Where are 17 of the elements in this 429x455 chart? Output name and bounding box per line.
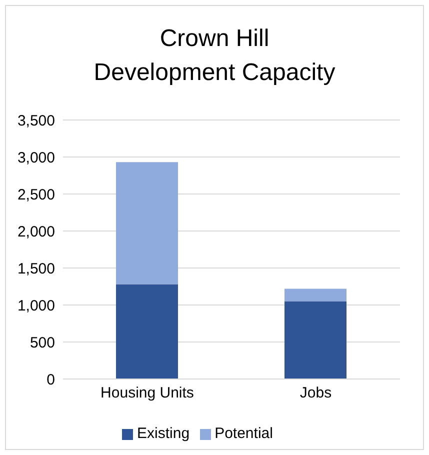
chart-title: Crown Hill Development Capacity [92,24,336,88]
y-tick-label: 3,500 [17,112,55,130]
y-tick-label: 3,000 [17,149,55,166]
y-tick-label: 0 [46,371,55,388]
y-tick-label: 1,000 [17,297,55,314]
x-tick-label: Jobs [300,384,332,402]
y-tick-label: 2,000 [17,223,55,240]
bar [116,162,178,284]
bar [284,301,346,379]
y-tick-label: 1,500 [17,260,55,278]
y-tick-label: 2,500 [17,186,55,204]
bar [284,288,346,302]
bar [116,284,178,379]
y-tick-label: 500 [30,334,55,352]
x-tick-label: Housing Units [100,384,194,402]
legend-label: Existing [137,425,190,442]
legend-label: Potential [214,425,273,442]
